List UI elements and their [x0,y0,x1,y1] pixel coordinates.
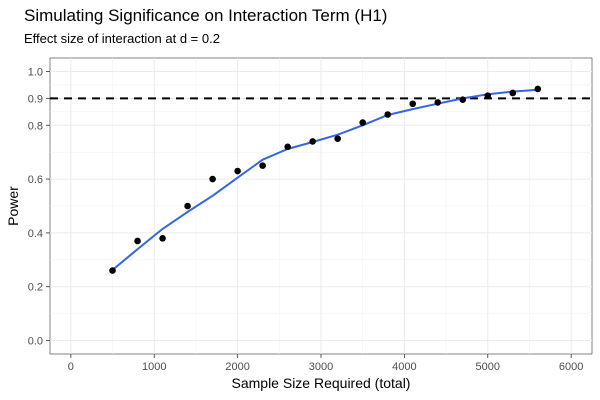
data-point [259,162,266,169]
data-point [134,237,141,245]
data-point [334,135,341,143]
x-tick-label: 4000 [392,361,416,373]
y-axis-title: Power [5,186,21,226]
x-axis: 0 1000 2000 3000 4000 5000 6000 [68,354,583,373]
x-tick-label: 5000 [476,361,500,373]
y-axis: 0.0 0.2 0.4 0.6 0.8 0.9 1.0 [28,66,50,348]
fit-line-group [111,88,539,271]
y-tick-label: 0.9 [28,93,43,105]
grid-major [50,58,592,354]
y-tick-label: 0.6 [28,174,43,186]
data-point [434,99,442,106]
y-tick-label: 0.2 [28,282,43,294]
y-tick-label: 1.0 [28,66,43,78]
data-point [309,138,316,145]
data-point [284,143,291,151]
chart-title: Simulating Significance on Interaction T… [24,6,388,25]
x-tick-label: 1000 [142,361,166,373]
x-tick-label: 3000 [309,361,333,373]
points-group [109,85,542,274]
y-tick-label: 0.8 [28,120,43,132]
y-tick-label: 0.4 [28,228,43,240]
data-point [484,92,492,99]
data-point [409,100,417,108]
data-point [384,111,392,118]
chart-subtitle: Effect size of interaction at d = 0.2 [24,31,220,46]
x-tick-label: 2000 [225,361,249,373]
x-axis-title: Sample Size Required (total) [232,375,411,391]
data-point [234,167,241,175]
x-tick-label: 0 [68,361,74,373]
data-point [509,89,517,97]
x-tick-label: 6000 [559,361,583,373]
data-point [184,202,191,210]
data-point [159,234,166,242]
fit-line [111,88,539,271]
data-point [209,175,216,183]
data-point [459,96,467,104]
y-tick-label: 0.0 [28,336,43,348]
data-point [109,267,116,274]
data-point [534,85,542,93]
data-point [359,119,366,126]
